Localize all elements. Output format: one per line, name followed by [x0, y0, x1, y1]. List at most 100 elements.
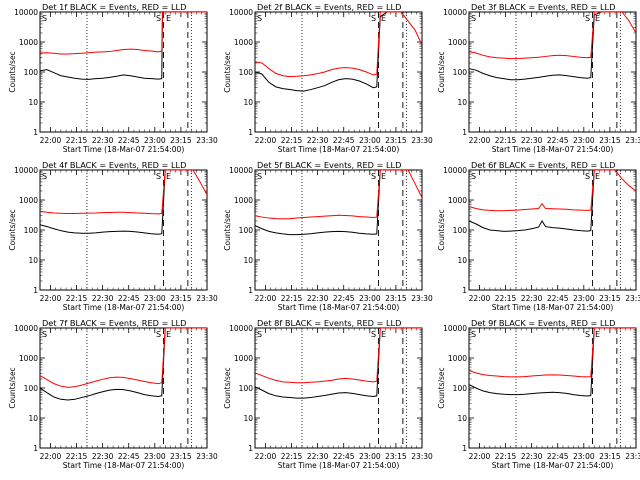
x-tick-label: 23:00	[144, 452, 166, 461]
x-tick-label: 23:15	[599, 452, 621, 461]
panel-2: Det 2f BLACK = Events, RED = LLD 1 10 100 10…	[223, 2, 433, 154]
start-marker-2: S	[156, 330, 161, 339]
x-tick-label: 22:30	[92, 136, 114, 145]
events-series-line	[40, 328, 207, 401]
x-axis-label: Start Time (18-Mar-07 21:54:00)	[492, 461, 614, 470]
x-tick-label: 22:45	[547, 294, 569, 303]
y-tick-label: 1	[248, 444, 253, 453]
x-tick-label: 22:30	[92, 452, 114, 461]
plot-title: Det 9f BLACK = Events, RED = LLD	[471, 318, 615, 328]
y-tick-label: 1000	[448, 196, 467, 205]
panel-9: Det 9f BLACK = Events, RED = LLD 1 10 100 10…	[437, 318, 640, 470]
start-marker-2: S	[585, 330, 590, 339]
y-tick-label: 10000	[14, 166, 38, 175]
y-tick-label: 100	[239, 226, 254, 235]
y-tick-label: 1000	[19, 196, 38, 205]
y-tick-label: 100	[239, 68, 254, 77]
events-series-line	[469, 170, 636, 232]
plot-area	[40, 328, 207, 448]
start-marker-2: S	[156, 172, 161, 181]
y-tick-label: 1	[462, 128, 467, 137]
y-tick-label: 100	[239, 384, 254, 393]
events-series-line	[255, 170, 422, 236]
start-marker-2: S	[585, 172, 590, 181]
x-tick-label: 22:45	[333, 452, 355, 461]
end-marker: E	[381, 14, 386, 23]
y-tick-label: 10000	[14, 8, 38, 17]
plot-title: Det 2f BLACK = Events, RED = LLD	[257, 2, 401, 12]
y-axis-label: Counts/sec	[223, 51, 232, 92]
x-tick-label: 22:30	[307, 452, 329, 461]
start-marker-2: S	[156, 14, 161, 23]
x-axis-label: Start Time (18-Mar-07 21:54:00)	[278, 461, 400, 470]
plot-title: Det 4f BLACK = Events, RED = LLD	[42, 160, 186, 170]
y-tick-label: 1	[248, 286, 253, 295]
panel-5: Det 5f BLACK = Events, RED = LLD 1 10 100 10…	[223, 160, 433, 312]
events-series-line	[40, 12, 207, 80]
start-marker: S	[471, 172, 476, 181]
x-tick-label: 23:00	[359, 136, 381, 145]
lld-series-line	[469, 12, 636, 60]
plot-frame	[39, 11, 208, 133]
plot-frame	[254, 169, 423, 291]
y-tick-label: 10	[243, 414, 253, 423]
x-tick-label: 23:30	[625, 136, 640, 145]
y-tick-label: 1000	[234, 196, 253, 205]
x-tick-label: 23:15	[385, 452, 407, 461]
y-tick-label: 1	[33, 444, 38, 453]
y-tick-label: 10	[457, 256, 467, 265]
y-tick-label: 100	[24, 68, 39, 77]
y-tick-label: 10	[28, 98, 38, 107]
y-tick-label: 100	[453, 384, 468, 393]
start-marker: S	[42, 172, 47, 181]
y-axis-label: Counts/sec	[223, 209, 232, 250]
x-tick-label: 23:00	[573, 294, 595, 303]
end-marker: E	[166, 14, 171, 23]
y-axis-label: Counts/sec	[8, 51, 17, 92]
x-tick-label: 22:15	[66, 136, 88, 145]
y-tick-label: 10	[28, 414, 38, 423]
x-tick-label: 22:30	[92, 294, 114, 303]
y-tick-label: 10000	[443, 166, 467, 175]
plot-area	[469, 328, 636, 448]
start-marker-2: S	[371, 14, 376, 23]
y-tick-label: 10000	[443, 324, 467, 333]
events-series-line	[255, 12, 422, 92]
end-marker: E	[166, 330, 171, 339]
plot-area	[40, 12, 207, 132]
y-tick-label: 10000	[229, 8, 253, 17]
start-marker: S	[257, 330, 262, 339]
x-tick-label: 23:00	[359, 452, 381, 461]
lld-series-line	[40, 12, 207, 55]
plot-area	[469, 12, 636, 132]
panel-7: Det 7f BLACK = Events, RED = LLD 1 10 100 10…	[8, 318, 218, 470]
x-tick-label: 22:15	[281, 452, 303, 461]
y-tick-label: 10000	[229, 324, 253, 333]
x-tick-label: 22:15	[495, 136, 517, 145]
plot-title: Det 5f BLACK = Events, RED = LLD	[257, 160, 401, 170]
y-tick-label: 100	[453, 68, 468, 77]
start-marker: S	[471, 330, 476, 339]
x-tick-label: 22:45	[118, 452, 140, 461]
start-marker: S	[257, 14, 262, 23]
x-tick-label: 22:30	[521, 452, 543, 461]
end-marker: E	[381, 172, 386, 181]
y-tick-label: 100	[24, 226, 39, 235]
panel-6: Det 6f BLACK = Events, RED = LLD 1 10 100 10…	[437, 160, 640, 312]
x-axis-label: Start Time (18-Mar-07 21:54:00)	[492, 145, 614, 154]
x-tick-label: 22:15	[281, 294, 303, 303]
plot-title: Det 8f BLACK = Events, RED = LLD	[257, 318, 401, 328]
y-axis-label: Counts/sec	[8, 367, 17, 408]
y-axis-label: Counts/sec	[223, 367, 232, 408]
x-tick-label: 22:30	[521, 294, 543, 303]
x-tick-label: 23:00	[573, 452, 595, 461]
lld-series-line	[40, 328, 207, 388]
plot-frame	[254, 11, 423, 133]
x-tick-label: 23:00	[359, 294, 381, 303]
x-tick-label: 22:30	[521, 136, 543, 145]
plot-area	[255, 170, 422, 290]
x-tick-label: 22:15	[495, 452, 517, 461]
y-tick-label: 10000	[14, 324, 38, 333]
y-tick-label: 10	[457, 98, 467, 107]
